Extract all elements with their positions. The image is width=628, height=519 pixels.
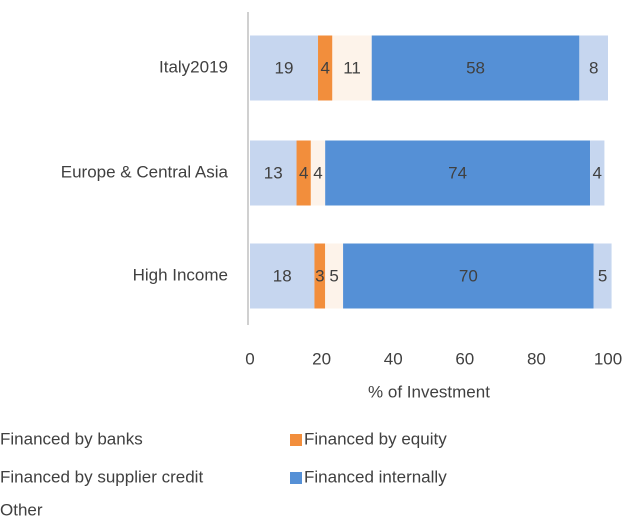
data-label: 4 — [320, 58, 329, 77]
legend-label: Financed by banks — [0, 429, 143, 448]
data-label: 58 — [466, 58, 485, 77]
y-tick-label: Europe & Central Asia — [61, 162, 229, 181]
data-label: 11 — [343, 58, 361, 77]
data-label: 8 — [589, 58, 598, 77]
bar-segment — [325, 140, 591, 206]
y-tick-label: Italy2019 — [159, 57, 228, 76]
data-label: 70 — [459, 266, 478, 285]
x-tick-label: 80 — [527, 349, 546, 368]
bar-segment — [371, 35, 580, 101]
data-label: 74 — [448, 163, 467, 182]
data-label: 4 — [593, 163, 602, 182]
legend-label: Financed by equity — [304, 429, 447, 448]
data-label: 4 — [313, 163, 322, 182]
bar-segment — [250, 243, 315, 309]
bar-segment — [310, 140, 326, 206]
y-tick-label: High Income — [133, 265, 228, 284]
x-tick-label: 40 — [384, 349, 403, 368]
x-axis-title: % of Investment — [368, 382, 490, 401]
bar-segment — [318, 35, 333, 101]
bar-segment — [314, 243, 326, 309]
legend-swatch — [290, 434, 302, 446]
data-label: 4 — [299, 163, 308, 182]
legend-label: Financed internally — [304, 467, 447, 486]
legend-swatch — [290, 472, 302, 484]
legend-label: Other — [0, 500, 43, 519]
x-tick-label: 0 — [245, 349, 254, 368]
data-label: 5 — [598, 266, 607, 285]
data-label: 5 — [329, 266, 338, 285]
legend-label: Financed by supplier credit — [0, 467, 203, 486]
bar-segment — [590, 140, 605, 206]
data-label: 18 — [273, 266, 292, 285]
bar-segment — [250, 140, 297, 206]
x-tick-label: 60 — [455, 349, 474, 368]
x-tick-label: 20 — [312, 349, 331, 368]
data-label: 13 — [264, 163, 283, 182]
bar-segment — [296, 140, 311, 206]
bar-segment — [593, 243, 612, 309]
bar-segment — [343, 243, 594, 309]
data-label: 19 — [275, 58, 294, 77]
bar-segment — [250, 35, 319, 101]
x-tick-label: 100 — [594, 349, 622, 368]
bar-segment — [325, 243, 344, 309]
bar-segment — [579, 35, 608, 101]
bar-segment — [332, 35, 372, 101]
data-label: 3 — [315, 266, 324, 285]
